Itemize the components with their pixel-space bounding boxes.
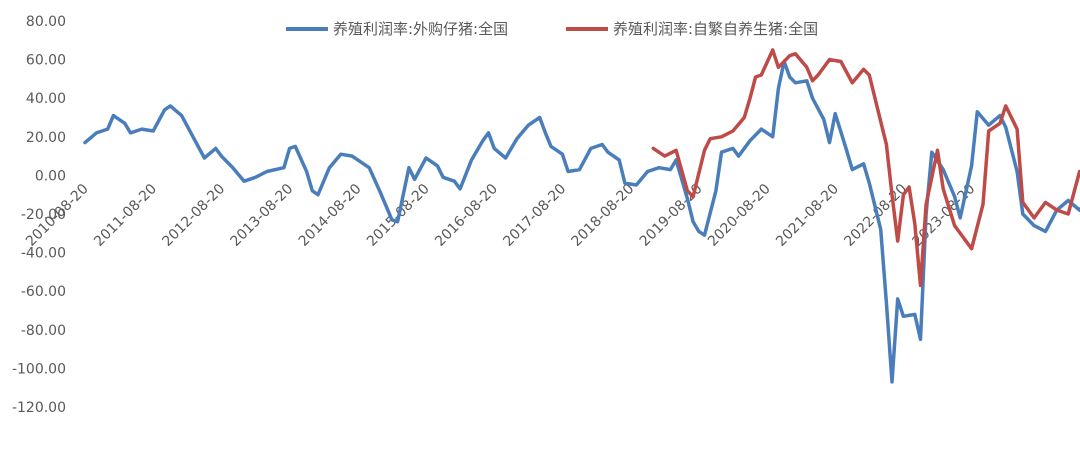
x-tick-label: 2011-08-20 [91,181,160,250]
y-axis: 80.00 60.00 40.00 20.00 0.00 -20.00 -40.00 -60.… [12,14,66,416]
legend-label-series-2: 养殖利润率:自繁自养生猪:全国 [613,20,818,38]
x-tick-label: 2013-08-20 [228,181,297,250]
x-tick-label: 2012-08-20 [159,181,228,250]
series-layer [83,48,1080,384]
y-tick-label: -40.00 [21,246,66,262]
y-tick-label: 20.00 [26,130,66,146]
y-tick-label: -80.00 [21,323,66,339]
y-tick-label: 40.00 [26,91,66,107]
x-axis: 2010-08-20 2011-08-20 2012-08-20 2013-08-20… [23,181,978,250]
y-tick-label: 0.00 [35,168,66,184]
y-tick-label: -60.00 [21,284,66,300]
y-tick-label: -120.00 [12,400,66,416]
y-tick-label: 80.00 [26,14,66,30]
x-tick-label: 2018-08-20 [569,181,638,250]
x-tick-label: 2017-08-20 [500,181,569,250]
series-line-1 [83,59,1080,384]
y-tick-label: 60.00 [26,53,66,69]
y-tick-label: -100.00 [12,361,66,377]
legend: 养殖利润率:外购仔猪:全国 养殖利润率:自繁自养生猪:全国 [286,20,818,38]
legend-label-series-1: 养殖利润率:外购仔猪:全国 [333,20,508,38]
y-tick-label: -20.00 [21,207,66,223]
series-line-2 [651,48,1080,288]
x-tick-label: 2016-08-20 [432,181,501,250]
x-tick-label: 2014-08-20 [296,181,365,250]
x-tick-label: 2021-08-20 [773,181,842,250]
